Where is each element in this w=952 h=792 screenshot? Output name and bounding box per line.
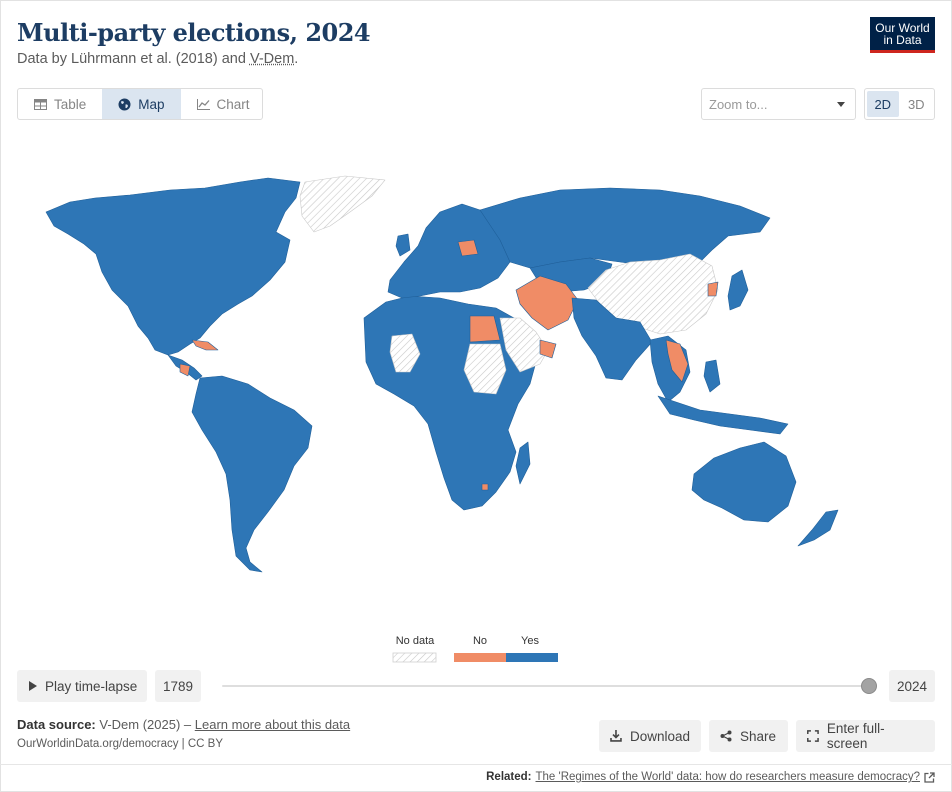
zoom-placeholder: Zoom to... [709,96,768,112]
subtitle-prefix: Data by Lührmann et al. (2018) and [17,51,250,67]
world-map[interactable] [30,170,920,590]
region-indonesia[interactable] [657,395,789,435]
tab-table[interactable]: Table [18,89,102,119]
download-button[interactable]: Download [599,720,701,752]
related-link[interactable]: The 'Regimes of the World' data: how do … [535,771,921,783]
fullscreen-label: Enter full-screen [826,721,885,751]
projection-2d-button[interactable]: 2D [867,91,899,117]
start-year[interactable]: 1789 [155,670,201,702]
source-label: Data source: [17,717,96,732]
region-belarus[interactable] [457,239,479,257]
region-greenland[interactable] [299,175,386,233]
tab-map-label: Map [138,96,165,112]
region-australia[interactable] [691,441,797,523]
region-north-korea[interactable] [707,281,719,297]
zoom-select[interactable]: Zoom to... [701,88,856,120]
page-title: Multi-party elections, 2024 [17,18,371,47]
region-south-asia[interactable] [571,297,653,381]
legend-swatch-yes[interactable] [506,653,558,662]
play-timelapse-button[interactable]: Play time-lapse [17,670,147,702]
line-chart-icon [196,98,210,110]
map-legend: No data No Yes [380,635,580,665]
tab-chart-label: Chart [216,96,250,112]
timeline-track[interactable] [222,685,870,687]
region-laos-vietnam[interactable] [665,339,689,383]
region-philippines[interactable] [703,359,721,393]
related-label: Related: [486,771,532,783]
source-value: V-Dem (2025) – [99,717,195,732]
learn-more-link[interactable]: Learn more about this data [194,717,351,732]
share-label: Share [740,728,777,744]
region-oman[interactable] [539,339,557,359]
logo-line-1: Our World [875,21,930,35]
footer-divider [0,764,952,765]
logo-line-2: in Data [883,33,922,47]
legend-label-no-data: No data [395,635,435,647]
share-icon [720,730,732,742]
region-japan[interactable] [727,269,749,311]
region-western-sahara[interactable] [389,333,421,373]
download-label: Download [629,728,690,744]
subtitle-suffix: . [294,51,299,67]
chevron-down-icon [837,101,845,107]
region-arabia[interactable] [499,317,549,373]
vdem-link[interactable]: V-Dem [249,51,295,67]
tab-map[interactable]: Map [102,89,181,119]
legend-label-no: No [472,635,488,647]
region-new-zealand[interactable] [797,509,839,547]
legend-swatch-no-data[interactable] [392,652,437,663]
region-uk[interactable] [395,233,411,257]
region-russia[interactable] [479,187,771,269]
legend-label-yes: Yes [521,635,539,647]
share-button[interactable]: Share [709,720,788,752]
related-article: Related: The 'Regimes of the World' data… [486,771,935,783]
region-eswatini[interactable] [481,483,489,491]
end-year[interactable]: 2024 [889,670,935,702]
globe-icon [118,98,131,110]
legend-swatch-no[interactable] [454,653,506,662]
region-cuba[interactable] [191,339,219,351]
projection-toggle: 2D 3D [864,88,935,120]
fullscreen-button[interactable]: Enter full-screen [796,720,935,752]
projection-3d-button[interactable]: 3D [907,96,925,112]
region-sudan-libya[interactable] [463,343,507,395]
play-icon [29,681,37,691]
region-nicaragua[interactable] [179,363,191,377]
region-egypt[interactable] [469,315,501,343]
tab-table-label: Table [54,96,87,112]
view-tabs: Table Map Chart [17,88,263,120]
page-subtitle: Data by Lührmann et al. (2018) and V-Dem… [17,51,298,67]
region-south-america[interactable] [191,375,313,573]
table-icon [34,98,47,110]
data-source: Data source: V-Dem (2025) – Learn more a… [17,717,350,732]
tab-chart[interactable]: Chart [181,89,266,119]
download-icon [610,730,622,742]
owid-logo[interactable]: Our World in Data [870,17,935,53]
region-north-america[interactable] [45,177,301,356]
external-link-icon [924,771,935,783]
region-madagascar[interactable] [515,441,531,485]
legend-swatches [392,652,558,663]
region-iran[interactable] [515,275,579,331]
credit-line[interactable]: OurWorldinData.org/democracy | CC BY [17,738,224,750]
expand-icon [807,730,819,742]
timeline-handle[interactable] [861,678,877,694]
play-label: Play time-lapse [45,678,138,694]
